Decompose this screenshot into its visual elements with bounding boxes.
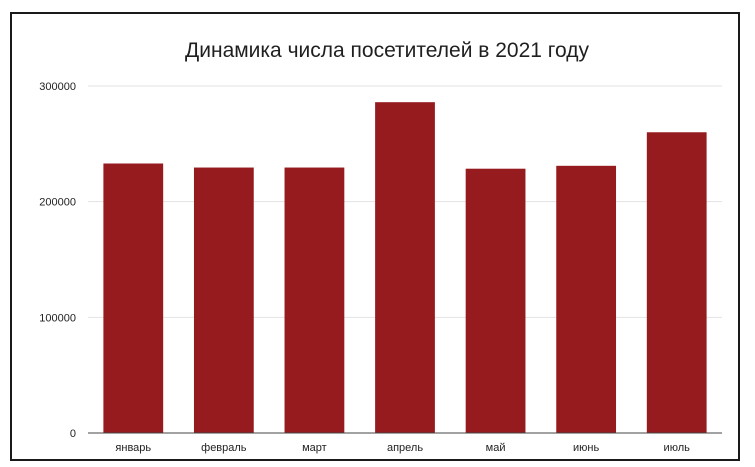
y-axis-ticks: 0 100000 200000 300000 bbox=[39, 81, 76, 440]
bar bbox=[284, 167, 345, 434]
x-tick-label: январь bbox=[115, 442, 151, 454]
bar bbox=[646, 132, 707, 433]
chart-title: Динамика числа посетителей в 2021 году bbox=[185, 39, 589, 62]
x-tick-label: февраль bbox=[201, 442, 247, 454]
x-tick-label: апрель bbox=[387, 442, 423, 454]
x-tick-label: июнь bbox=[573, 442, 599, 454]
bar bbox=[103, 163, 164, 433]
y-tick-label: 100000 bbox=[39, 312, 76, 324]
bar bbox=[556, 165, 617, 433]
bar bbox=[465, 168, 526, 433]
x-axis-labels: январь февраль март апрель май июнь июль bbox=[115, 442, 690, 454]
y-tick-label: 0 bbox=[70, 428, 76, 440]
bars bbox=[103, 102, 707, 434]
x-tick-label: май bbox=[486, 442, 506, 454]
bar bbox=[375, 102, 435, 434]
y-tick-label: 300000 bbox=[39, 81, 76, 93]
y-tick-label: 200000 bbox=[39, 197, 76, 209]
x-tick-label: март bbox=[302, 442, 327, 454]
x-tick-label: июль bbox=[664, 442, 691, 454]
bar bbox=[193, 167, 254, 434]
